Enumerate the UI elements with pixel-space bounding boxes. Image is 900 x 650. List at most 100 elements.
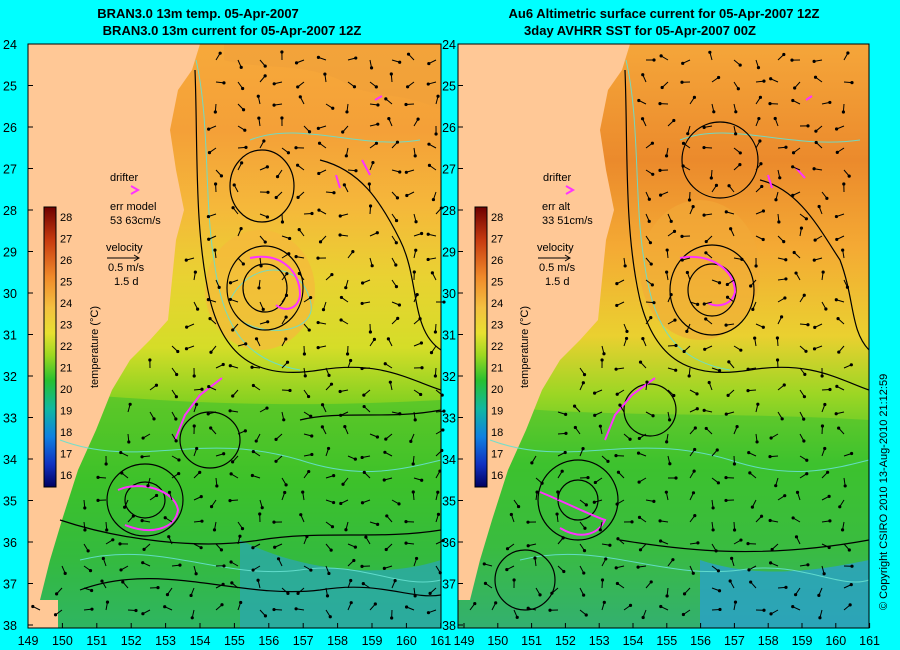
velocity-vector-head: [207, 237, 211, 241]
velocity-vector-head: [538, 593, 542, 597]
velocity-vector-head: [192, 374, 196, 378]
velocity-vector-head: [827, 545, 831, 550]
velocity-vector-head: [725, 295, 730, 299]
x-tick-label: 160: [396, 634, 417, 648]
velocity-vector-head: [782, 383, 786, 387]
velocity-vector-head: [850, 564, 854, 568]
velocity-vector-head: [637, 480, 641, 484]
velocity-arrow-field: [469, 50, 854, 620]
left-drifter-label: drifter: [110, 172, 138, 184]
velocity-vector-head: [254, 439, 258, 443]
velocity-vector-head: [616, 537, 620, 541]
velocity-vector-head: [794, 271, 798, 275]
velocity-vector-head: [814, 129, 818, 133]
velocity-vector-head: [141, 561, 145, 565]
velocity-vector-head: [294, 607, 298, 611]
velocity-vector-head: [426, 232, 430, 236]
velocity-vector-head: [285, 272, 289, 276]
velocity-vector-head: [748, 471, 752, 475]
velocity-vector-head: [650, 141, 654, 145]
velocity-vector-head: [843, 484, 847, 488]
velocity-vector-head: [804, 349, 808, 353]
velocity-vector-head: [206, 412, 210, 416]
velocity-vector-head: [228, 364, 232, 368]
velocity-vector-head: [769, 77, 773, 81]
velocity-vector-head: [804, 217, 808, 221]
velocity-vector-head: [436, 512, 441, 516]
velocity-vector-head: [802, 439, 806, 443]
velocity-vector-head: [228, 297, 233, 302]
velocity-vector-head: [338, 214, 342, 218]
velocity-vector-head: [440, 393, 444, 397]
velocity-vector-head: [812, 347, 817, 351]
velocity-vector-head: [823, 446, 827, 451]
velocity-vector-head: [728, 579, 732, 583]
velocity-vector-head: [368, 204, 373, 208]
velocity-vector-head: [581, 447, 585, 451]
velocity-vector-head: [782, 52, 786, 57]
velocity-vector-head: [406, 52, 411, 56]
x-tick-label: 156: [258, 634, 279, 648]
y-tick-label: 38: [3, 619, 17, 633]
velocity-vector-head: [473, 601, 477, 606]
velocity-vector-head: [735, 425, 739, 429]
velocity-vector-head: [262, 139, 266, 143]
velocity-vector-head: [512, 578, 516, 582]
velocity-vector-head: [376, 103, 380, 107]
velocity-vector-head: [820, 374, 824, 378]
velocity-vector-head: [259, 264, 263, 268]
left-drifter-marker: [130, 185, 141, 195]
velocity-vector-head: [680, 234, 684, 238]
velocity-vector-head: [812, 167, 816, 171]
velocity-vector-head: [515, 615, 519, 619]
velocity-vector-head: [704, 239, 708, 244]
velocity-vector-head: [847, 548, 851, 552]
velocity-vector-head: [332, 191, 336, 195]
velocity-vector-head: [724, 498, 728, 503]
colorbar-tick-label: 18: [491, 427, 503, 439]
velocity-vector-head: [123, 505, 127, 509]
velocity-vector-head: [602, 352, 606, 356]
velocity-vector-head: [243, 128, 247, 132]
velocity-vector-head: [695, 407, 699, 411]
velocity-vector-head: [442, 300, 446, 304]
velocity-vector-head: [658, 168, 662, 172]
velocity-vector-head: [604, 557, 608, 561]
velocity-vector-head: [285, 360, 290, 364]
velocity-vector-head: [773, 116, 777, 121]
velocity-vector-head: [288, 236, 292, 241]
velocity-vector-head: [834, 127, 839, 131]
velocity-vector-head: [207, 150, 212, 155]
velocity-vector-head: [241, 108, 246, 112]
velocity-vector-head: [774, 198, 778, 202]
right-x-axis-ticks: 149 150 151 152 153 154 155 156 157 158 159 160 161: [454, 623, 880, 648]
velocity-vector-head: [615, 303, 619, 308]
velocity-vector-head: [208, 317, 212, 321]
velocity-vector-head: [128, 402, 132, 406]
velocity-vector-head: [802, 395, 807, 399]
velocity-vector-head: [805, 458, 809, 462]
velocity-vector-head: [221, 362, 225, 367]
velocity-vector-head: [265, 165, 269, 169]
velocity-vector-head: [394, 285, 399, 289]
velocity-vector-head: [280, 116, 284, 120]
velocity-vector-head: [352, 85, 357, 89]
velocity-vector-head: [413, 154, 417, 158]
velocity-vector-head: [376, 122, 380, 126]
velocity-vector-head: [213, 182, 218, 186]
y-tick-label: 24: [442, 38, 456, 52]
velocity-vector-head: [695, 392, 699, 396]
velocity-vector-head: [189, 593, 193, 598]
velocity-vector-head: [256, 94, 260, 98]
velocity-vector-head: [404, 170, 408, 174]
velocity-vector-head: [301, 490, 305, 494]
velocity-vector-head: [55, 592, 59, 596]
velocity-vector-head: [239, 65, 243, 69]
velocity-vector-head: [682, 349, 686, 354]
velocity-vector-head: [258, 512, 262, 516]
left-velocity-scale: 0.5 m/s: [108, 262, 145, 274]
velocity-vector-head: [219, 174, 224, 178]
velocity-vector-head: [265, 215, 270, 219]
velocity-vector-head: [238, 534, 242, 538]
velocity-vector-head: [691, 491, 696, 495]
